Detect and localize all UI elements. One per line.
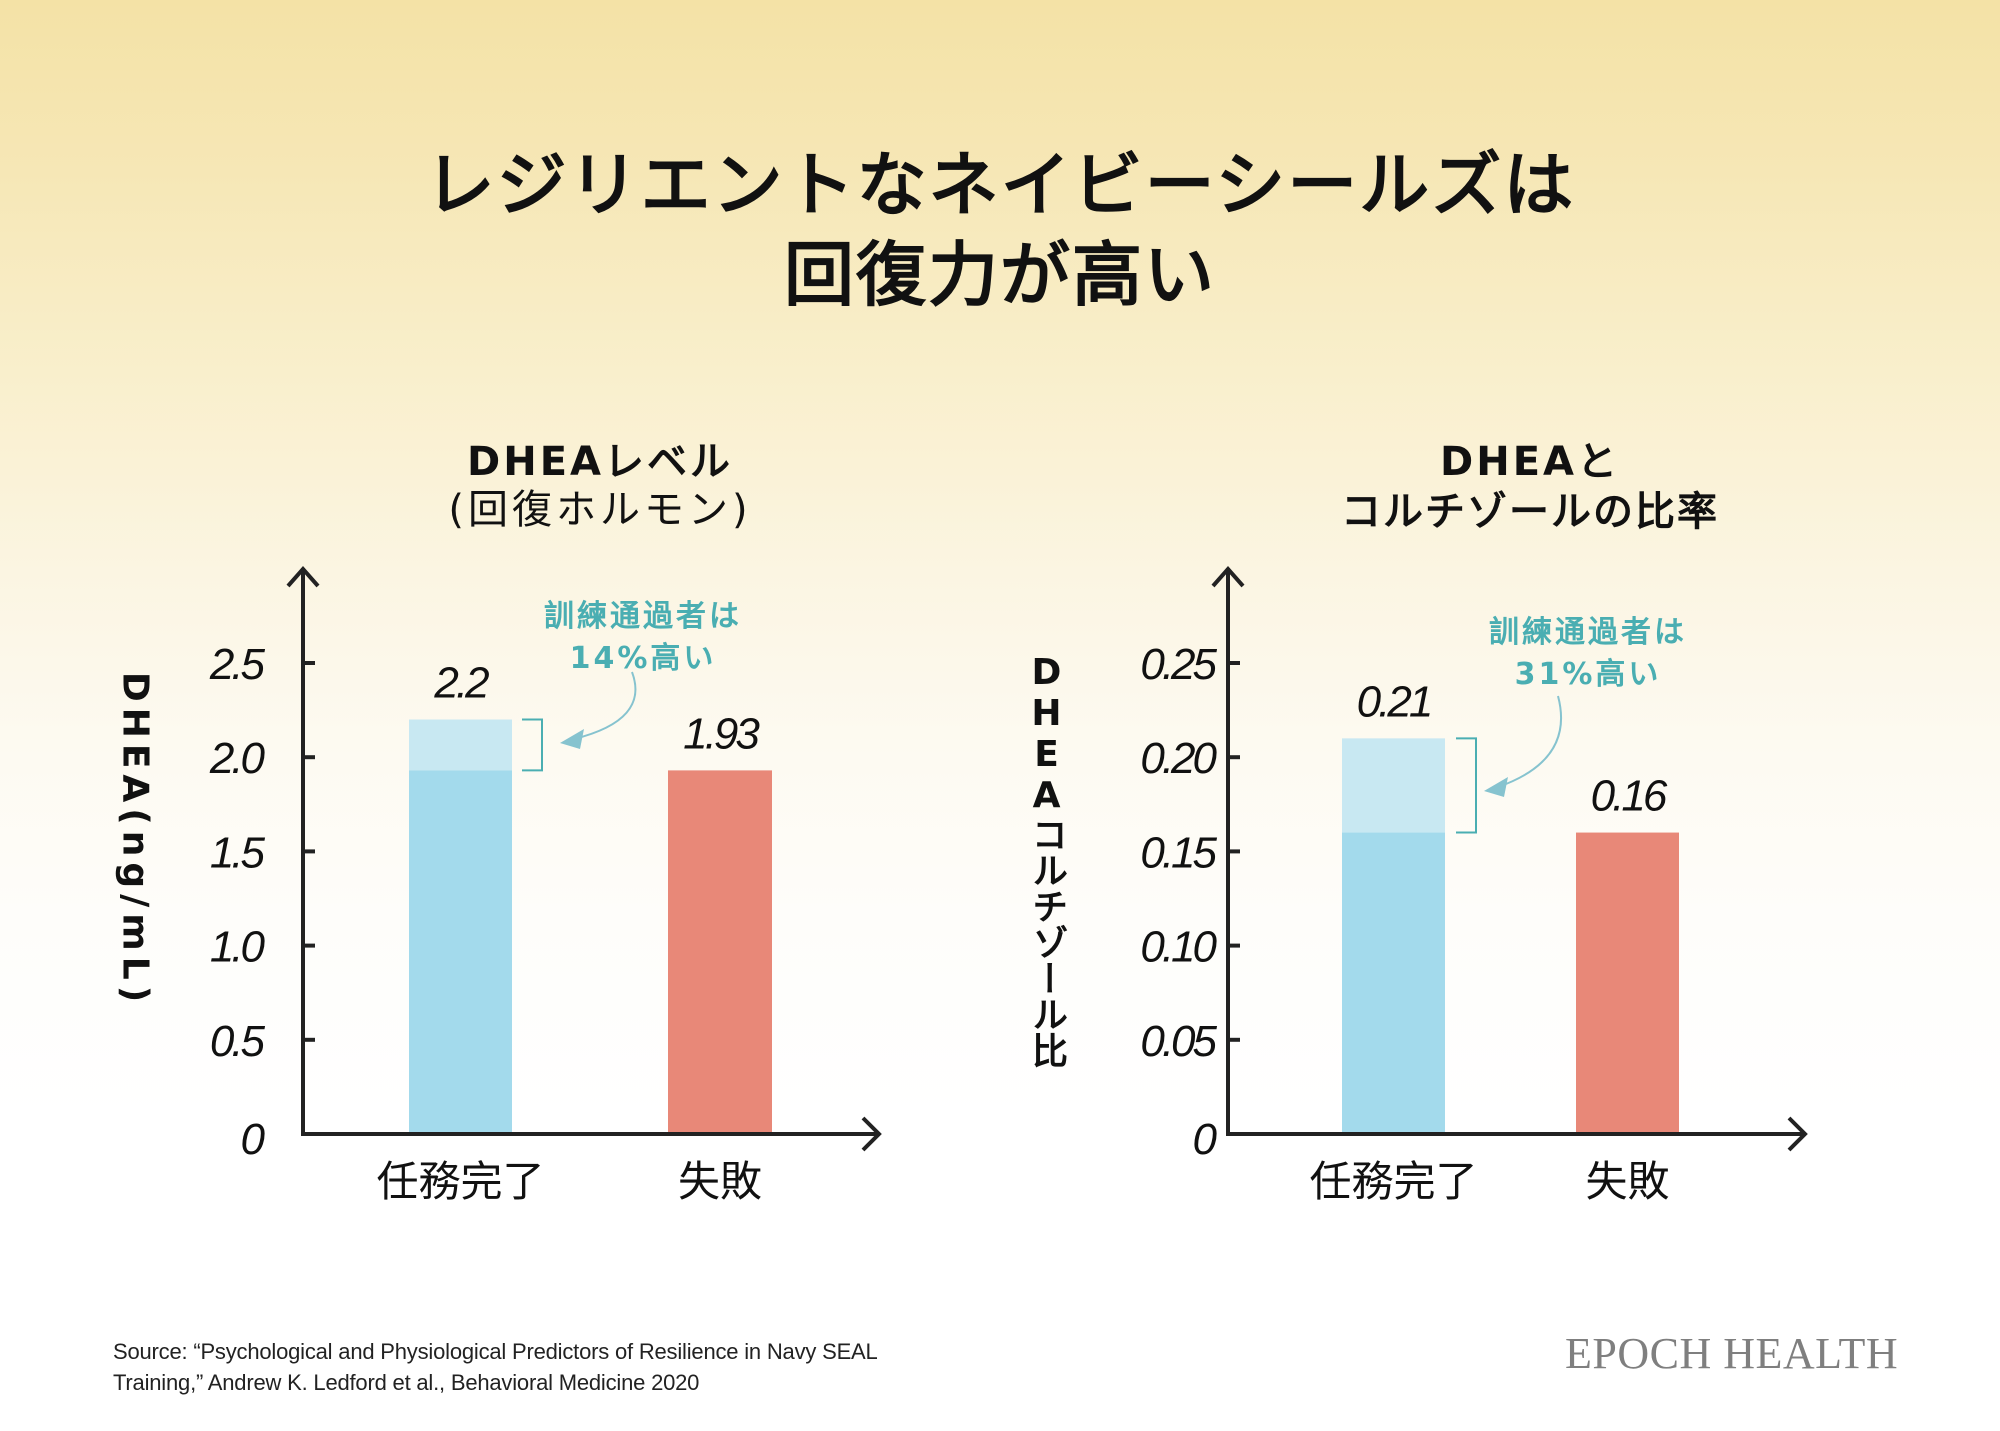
category-label-0: 任務完了 bbox=[1309, 1157, 1477, 1206]
chart1-annotation-line2: 14%高い bbox=[569, 641, 717, 676]
bar-1 bbox=[668, 770, 772, 1134]
chart2-title: DHEAと bbox=[1440, 439, 1620, 485]
source-citation: Source: “Psychological and Physiological… bbox=[113, 1336, 878, 1398]
chart2-annotation-line1: 訓練通過者は bbox=[1489, 615, 1687, 650]
source-line2: Training,” Andrew K. Ledford et al., Beh… bbox=[113, 1370, 700, 1395]
chart1-annotation: 訓練通過者は 14%高い bbox=[493, 596, 793, 680]
category-label-1: 失敗 bbox=[1585, 1157, 1669, 1206]
page-title-line1: レジリエントなネイビーシールズは bbox=[424, 144, 1576, 226]
chart1-subtitle: (回復ホルモン) bbox=[448, 487, 752, 533]
y-tick-label: 1.0 bbox=[210, 923, 266, 972]
y-tick-label: 0.15 bbox=[1140, 828, 1217, 877]
chart2-annotation-line2: 31%高い bbox=[1514, 657, 1662, 692]
bar-0 bbox=[1342, 832, 1445, 1134]
y-axis-arrow-icon bbox=[1211, 565, 1245, 588]
y-tick-label: 2.5 bbox=[209, 640, 266, 689]
bar-1 bbox=[1576, 832, 1679, 1134]
y-tick-label: 2.0 bbox=[209, 734, 266, 783]
value-label-0: 2.2 bbox=[433, 659, 489, 708]
value-label-0: 0.21 bbox=[1357, 677, 1431, 726]
bar-excess-0 bbox=[409, 719, 512, 771]
annotation-arrowhead-icon bbox=[560, 729, 584, 749]
annotation-arrow bbox=[1497, 695, 1563, 788]
x-axis-arrow-icon bbox=[1787, 1116, 1808, 1152]
value-label-1: 1.93 bbox=[683, 709, 760, 758]
epoch-health-logo: EPOCH HEALTH bbox=[1565, 1329, 1899, 1378]
bar-excess-0 bbox=[1342, 738, 1445, 833]
chart2-ylabel: DHEAコルチゾール比 bbox=[1026, 652, 1067, 1068]
y-tick-label: 0.20 bbox=[1140, 734, 1217, 783]
y-tick-label: 0 bbox=[1193, 1115, 1218, 1164]
y-tick-label: 1.5 bbox=[210, 828, 266, 877]
annotation-arrow bbox=[573, 671, 637, 740]
y-tick-label: 0.25 bbox=[1140, 640, 1217, 689]
chart2-annotation: 訓練通過者は 31%高い bbox=[1438, 612, 1738, 696]
chart1-annotation-line1: 訓練通過者は bbox=[544, 599, 742, 634]
bar-0 bbox=[409, 770, 512, 1134]
category-label-1: 失敗 bbox=[678, 1157, 762, 1206]
y-tick-label: 0.05 bbox=[1140, 1017, 1217, 1066]
y-tick-label: 0.5 bbox=[210, 1017, 266, 1066]
y-tick-label: 0.10 bbox=[1140, 923, 1217, 972]
annotation-arrowhead-icon bbox=[1484, 777, 1508, 797]
category-label-0: 任務完了 bbox=[376, 1157, 544, 1206]
difference-bracket bbox=[522, 718, 543, 772]
chart2-subtitle: コルチゾールの比率 bbox=[1341, 489, 1719, 535]
page-title-line2: 回復力が高い bbox=[784, 234, 1216, 316]
difference-bracket bbox=[1456, 737, 1477, 834]
value-label-1: 0.16 bbox=[1591, 772, 1668, 821]
chart1-title: DHEAレベル bbox=[467, 439, 733, 485]
y-axis-arrow-icon bbox=[286, 565, 320, 588]
x-axis-arrow-icon bbox=[861, 1116, 882, 1152]
source-line1: Source: “Psychological and Physiological… bbox=[113, 1339, 878, 1364]
